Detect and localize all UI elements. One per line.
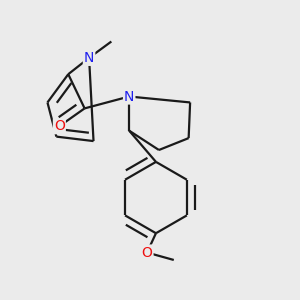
Text: O: O: [54, 119, 65, 133]
Text: O: O: [142, 245, 152, 260]
Text: N: N: [124, 89, 134, 103]
Text: N: N: [84, 51, 94, 65]
